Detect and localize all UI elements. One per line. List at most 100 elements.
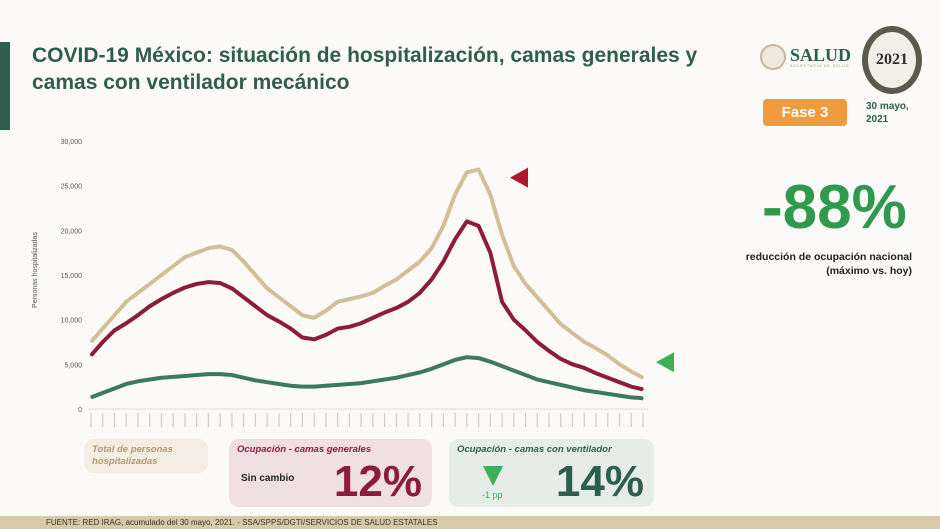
data-point-ventilator [325,384,327,387]
data-point-total [113,314,116,316]
data-point-ventilator [559,384,562,386]
data-point-general [383,311,386,314]
data-point-ventilator [301,385,304,388]
data-point-total [559,323,562,325]
data-point-general [348,326,351,328]
data-point-total [501,234,503,236]
data-point-total [266,287,268,290]
data-point-total [571,332,574,334]
data-point-general [336,327,339,330]
data-point-general [90,354,92,357]
y-tick-label: 20,000 [61,228,83,235]
data-point-total [595,347,597,350]
data-point-general [184,286,186,289]
data-point-total [372,292,374,294]
data-point-total [137,292,139,294]
data-point-ventilator [642,397,644,400]
data-point-ventilator [172,376,175,378]
series-line-general [89,219,644,392]
data-point-ventilator [383,378,386,381]
data-point-general [195,283,198,285]
data-point-ventilator [137,380,139,383]
data-point-general [466,220,468,223]
data-point-general [583,367,586,369]
data-point-general [313,338,315,341]
data-point-ventilator [254,379,257,382]
data-point-ventilator [207,373,210,375]
data-point-ventilator [419,371,421,374]
data-point-total [289,305,292,308]
data-point-ventilator [548,381,550,383]
y-tick-label: 0 [78,407,82,414]
data-point-total [419,260,421,263]
data-point-total [536,296,539,299]
data-point-ventilator [148,378,151,381]
data-point-general [454,238,456,241]
data-point-general [325,334,327,336]
data-point-general [430,278,433,281]
data-point-total [254,274,257,276]
data-point-general [630,385,633,388]
data-point-ventilator [524,374,527,376]
y-tick-label: 5,000 [64,362,82,369]
data-point-ventilator [454,359,456,361]
data-point-general [606,376,609,379]
data-point-total [313,317,315,319]
data-point-general [419,292,421,294]
data-point-ventilator [101,392,104,394]
data-point-general [254,305,257,308]
data-point-total [383,284,386,287]
data-point-general [231,287,233,290]
data-point-ventilator [184,375,186,377]
data-point-general [266,314,268,316]
hospitalization-chart: Personas hospitalizadas 0 5,000 10,000 15,0… [32,139,674,427]
card-ventilator-beds: Ocupación - camas con ventilador -1 pp 1… [449,439,654,507]
data-point-ventilator [571,386,574,389]
data-point-total [360,295,362,298]
data-point-total [548,309,550,312]
data-point-general [477,225,480,227]
card-total-title: Total de personas hospitalizadas [92,444,173,467]
data-point-total [101,327,104,330]
salud-logo-subtext: SECRETARÍA DE SALUD [790,64,850,68]
page-title: COVID-19 México: situación de hospitaliz… [32,44,698,94]
data-point-ventilator [125,383,128,385]
data-point-general [137,314,139,316]
data-point-total [489,193,492,196]
data-point-total [172,265,175,267]
data-point-general [278,320,280,323]
data-point-general [548,350,550,352]
data-point-general [113,329,116,332]
data-point-ventilator [513,369,515,372]
reduction-caption: reducción de ocupación nacional (máximo … [745,251,912,277]
data-point-total [336,301,339,303]
card-ventilator-change: -1 pp [482,490,503,500]
data-point-ventilator [348,383,351,385]
data-point-ventilator [313,385,315,388]
footer-source: FUENTE: RED IRAG, acumulado del 30 mayo,… [0,516,940,529]
data-point-total [195,251,198,254]
mexico-2021-logo: 2021 [862,26,922,94]
data-point-total [642,376,644,379]
data-point-general [242,296,245,299]
data-point-ventilator [466,356,468,358]
data-point-ventilator [242,376,245,379]
data-point-total [477,168,480,171]
data-point-general [536,341,539,343]
data-point-total [466,171,468,174]
data-point-general [372,317,374,319]
data-point-general [559,358,562,360]
card-total-hospitalized: Total de personas hospitalizadas [84,439,208,473]
data-point-ventilator [360,382,362,384]
data-point-total [407,269,409,272]
data-point-total [442,225,445,227]
data-point-total [325,309,327,312]
data-point-general [524,329,527,332]
data-point-ventilator [618,394,621,397]
data-point-total [430,247,433,249]
data-point-ventilator [606,393,609,395]
data-point-general [395,307,398,309]
card-ventilator-title: Ocupación - camas con ventilador [457,444,612,455]
data-point-general [513,318,515,321]
y-tick-label: 10,000 [61,318,83,325]
